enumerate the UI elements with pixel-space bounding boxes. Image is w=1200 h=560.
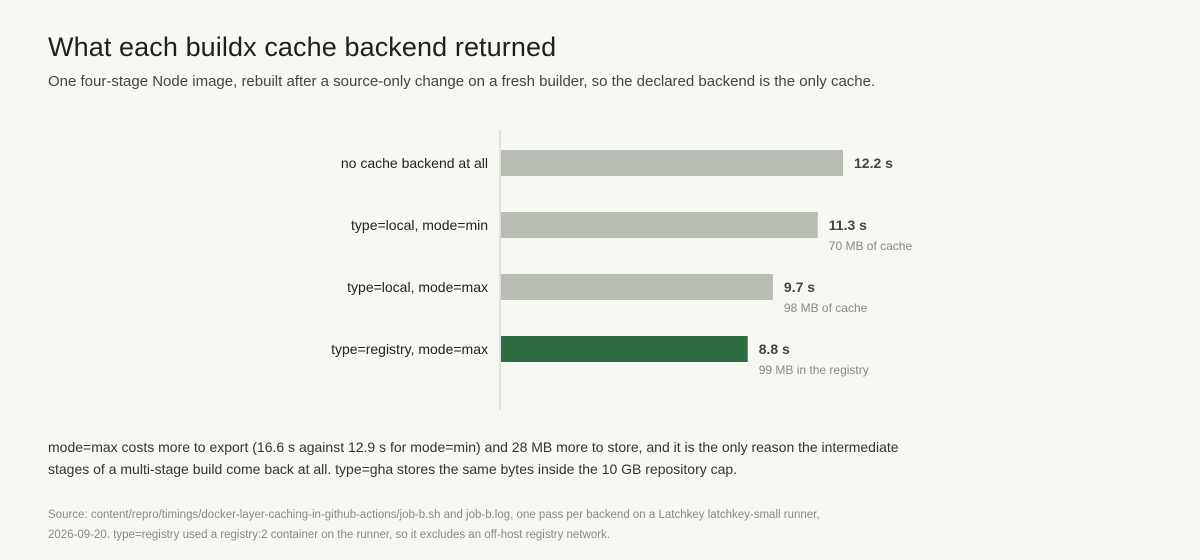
chart-title: What each buildx cache backend returned [48,32,557,62]
bar [501,212,818,238]
bar-row: no cache backend at all 12.2 s [341,150,893,176]
cache-size-note: 70 MB of cache [829,239,913,253]
source-note: Source: content/repro/timings/docker-lay… [48,509,820,541]
bar [501,150,843,176]
category-label: type=local, mode=max [347,279,488,295]
chart-subtitle: One four-stage Node image, rebuilt after… [48,73,876,90]
bar [501,336,748,362]
value-label: 9.7 s [784,279,815,295]
value-label: 8.8 s [759,341,790,357]
cache-size-note: 99 MB in the registry [759,363,869,377]
value-label: 11.3 s [829,217,867,233]
bar-chart: no cache backend at all 12.2 s type=local,… [331,130,912,410]
bar-row: type=local, mode=max 9.7 s 98 MB of cache [347,274,868,315]
category-label: type=registry, mode=max [331,341,488,357]
bar-row: type=local, mode=min 11.3 s 70 MB of cache [351,212,912,253]
category-label: no cache backend at all [341,155,488,171]
chart-footnote: mode=max costs more to export (16.6 s ag… [48,439,899,477]
bar [501,274,773,300]
category-label: type=local, mode=min [351,217,488,233]
value-label: 12.2 s [854,155,893,171]
cache-size-note: 98 MB of cache [784,301,868,315]
bar-row: type=registry, mode=max 8.8 s 99 MB in the… [331,336,869,377]
